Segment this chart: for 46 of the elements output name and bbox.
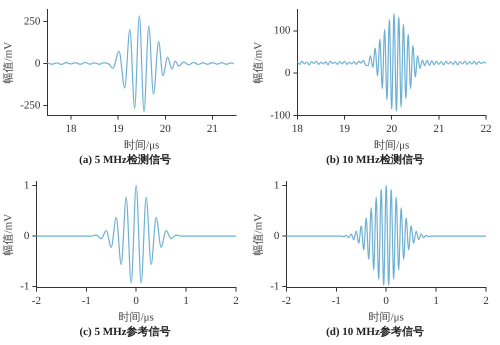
text: (c) 5 MHz参考信号 (78, 324, 172, 340)
y-tick-label: 0 (24, 230, 30, 242)
x-tick-label: 18 (292, 123, 304, 136)
x-tick-label: 2 (483, 295, 489, 308)
x-tick-label: -2 (282, 295, 291, 308)
y-axis-title: 幅值/mV (2, 214, 14, 256)
y-tick-label: 0 (274, 230, 280, 242)
x-axis-title: 时间/μs (374, 138, 410, 152)
line-series (47, 15, 234, 112)
y-tick-label: 100 (274, 24, 291, 37)
y-axis-title: 幅值/mV (252, 42, 264, 84)
text: (a) 5 MHz检测信号 (78, 152, 172, 168)
x-tick-label: 1 (433, 295, 439, 308)
y-tick-label: -1 (20, 280, 30, 292)
y-tick-label: 0 (34, 57, 41, 70)
x-tick-label: 2 (233, 295, 239, 308)
x-tick-label: 22 (480, 123, 492, 136)
x-tick-label: 0 (133, 295, 140, 308)
x-tick-label: 20 (160, 123, 172, 136)
x-tick-label: 1 (183, 295, 189, 308)
x-tick-label: -2 (32, 295, 41, 308)
x-tick-label: 21 (206, 123, 218, 136)
text: (d) 10 MHz参考信号 (325, 324, 425, 340)
y-tick-label: -250 (20, 99, 41, 112)
y-tick-label: -100 (270, 109, 291, 122)
x-tick-label: 19 (339, 123, 351, 136)
y-tick-label: 0 (284, 67, 291, 80)
y-axis-title: 幅值/mV (2, 42, 14, 84)
line-series (297, 13, 486, 112)
x-axis-title: 时间/μs (368, 310, 404, 324)
line-series (36, 185, 236, 284)
text: (b) 10 MHz检测信号 (325, 152, 425, 168)
y-tick-label: -1 (270, 280, 280, 292)
x-tick-label: -1 (332, 295, 341, 308)
x-tick-label: 20 (386, 123, 398, 136)
y-tick-label: 1 (24, 180, 30, 192)
x-tick-label: 18 (65, 123, 77, 136)
x-axis-title: 时间/μs (118, 310, 154, 324)
x-axis-title: 时间/μs (124, 138, 160, 152)
x-tick-label: 21 (433, 123, 444, 136)
y-axis-title: 幅值/mV (252, 214, 264, 256)
x-tick-label: -1 (82, 295, 91, 308)
x-tick-label: 19 (112, 123, 124, 136)
x-tick-label: 0 (383, 295, 390, 308)
y-tick-label: 1 (274, 180, 280, 192)
y-tick-label: 250 (24, 15, 41, 28)
